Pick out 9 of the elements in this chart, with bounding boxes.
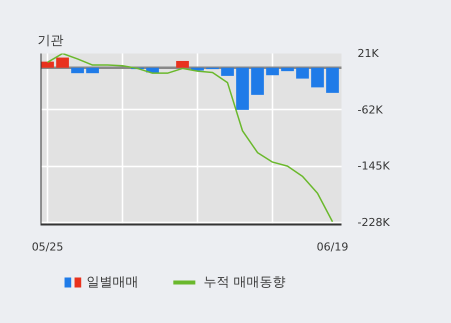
- y-tick-label: -228K: [358, 216, 390, 229]
- legend-label: 일별매매: [86, 275, 139, 290]
- y-tick-label: 21K: [358, 47, 380, 60]
- x-tick-label: 05/25: [32, 240, 64, 254]
- y-tick-label: -62K: [358, 103, 384, 116]
- legend-label: 누적 매매동향: [203, 275, 286, 290]
- x-tick-label: 06/19: [316, 240, 348, 254]
- chart-title: 기관: [38, 34, 64, 48]
- y-tick-label: -145K: [358, 160, 390, 173]
